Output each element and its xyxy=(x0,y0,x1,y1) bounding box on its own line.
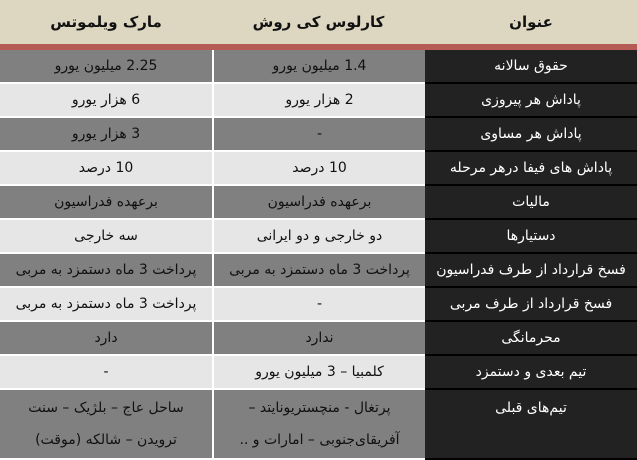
table-row: دستیارها دو خارجی و دو ایرانی سه خارجی xyxy=(0,220,637,254)
wilmots-value: پرداخت 3 ماه دستمزد به مربی xyxy=(0,254,212,286)
table-row: پاداش هر پیروزی 2 هزار یورو 6 هزار یورو xyxy=(0,84,637,118)
row-title: تیم‌های قبلی xyxy=(425,390,637,460)
wilmots-value: 3 هزار یورو xyxy=(0,118,212,150)
queiroz-value: دو خارجی و دو ایرانی xyxy=(212,220,425,252)
table-row: فسخ قرارداد از طرف مربی - پرداخت 3 ماه د… xyxy=(0,288,637,322)
table-row: محرمانگی ندارد دارد xyxy=(0,322,637,356)
queiroz-value: پرتغال - منچستریونایتد – آفریقای‌جنوبی –… xyxy=(212,390,425,458)
wilmots-value: - xyxy=(0,356,212,388)
table-row: تیم‌های قبلی پرتغال - منچستریونایتد – آف… xyxy=(0,390,637,460)
queiroz-value: 1.4 میلیون یورو xyxy=(212,50,425,82)
queiroz-value: ندارد xyxy=(212,322,425,354)
row-title: فسخ قرارداد از طرف مربی xyxy=(425,288,637,322)
table-row: حقوق سالانه 1.4 میلیون یورو 2.25 میلیون … xyxy=(0,50,637,84)
queiroz-value-line: آفریقای‌جنوبی – امارات و .. xyxy=(239,432,400,448)
wilmots-value: پرداخت 3 ماه دستمزد به مربی xyxy=(0,288,212,320)
row-title: تیم بعدی و دستمزد xyxy=(425,356,637,390)
row-title: حقوق سالانه xyxy=(425,50,637,84)
wilmots-value: برعهده فدراسیون xyxy=(0,186,212,218)
wilmots-value: ساحل عاج – بلژیک – سنت ترویدن – شالکه (م… xyxy=(0,390,212,458)
table-row: تیم بعدی و دستمزد کلمبیا – 3 میلیون یورو… xyxy=(0,356,637,390)
table-row: پاداش های فیفا درهر مرحله 10 درصد 10 درص… xyxy=(0,152,637,186)
queiroz-value: - xyxy=(212,118,425,150)
table-row: فسخ قرارداد از طرف فدراسیون پرداخت 3 ماه… xyxy=(0,254,637,288)
wilmots-value-line: ترویدن – شالکه (موقت) xyxy=(35,432,177,448)
queiroz-value: پرداخت 3 ماه دستمزد به مربی xyxy=(212,254,425,286)
queiroz-value: برعهده فدراسیون xyxy=(212,186,425,218)
wilmots-value-line: ساحل عاج – بلژیک – سنت xyxy=(28,400,184,416)
queiroz-value: - xyxy=(212,288,425,320)
queiroz-value-line: پرتغال - منچستریونایتد – xyxy=(248,400,391,416)
row-title: پاداش های فیفا درهر مرحله xyxy=(425,152,637,186)
row-title: فسخ قرارداد از طرف فدراسیون xyxy=(425,254,637,288)
row-title: پاداش هر مساوی xyxy=(425,118,637,152)
row-title: مالیات xyxy=(425,186,637,220)
wilmots-value: دارد xyxy=(0,322,212,354)
header-wilmots: مارک ویلموتس xyxy=(50,13,162,31)
row-title: پاداش هر پیروزی xyxy=(425,84,637,118)
table-row: مالیات برعهده فدراسیون برعهده فدراسیون xyxy=(0,186,637,220)
table-header: عنوان کارلوس کی روش مارک ویلموتس xyxy=(0,0,637,50)
queiroz-value: 10 درصد xyxy=(212,152,425,184)
row-title: دستیارها xyxy=(425,220,637,254)
header-queiroz: کارلوس کی روش xyxy=(252,13,385,31)
header-title: عنوان xyxy=(509,13,553,31)
wilmots-value: 10 درصد xyxy=(0,152,212,184)
wilmots-value: 6 هزار یورو xyxy=(0,84,212,116)
wilmots-value: 2.25 میلیون یورو xyxy=(0,50,212,82)
row-title: محرمانگی xyxy=(425,322,637,356)
wilmots-value: سه خارجی xyxy=(0,220,212,252)
queiroz-value: 2 هزار یورو xyxy=(212,84,425,116)
queiroz-value: کلمبیا – 3 میلیون یورو xyxy=(212,356,425,388)
table-row: پاداش هر مساوی - 3 هزار یورو xyxy=(0,118,637,152)
